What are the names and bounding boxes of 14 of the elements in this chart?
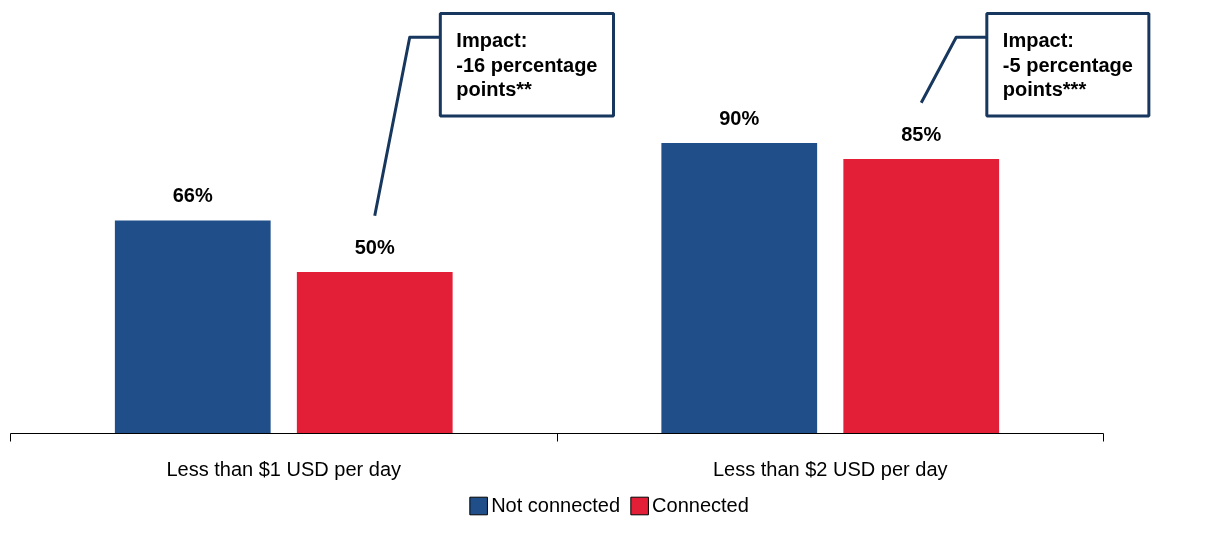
x-tick-label: Less than $2 USD per day: [712, 457, 948, 480]
bar: [661, 142, 818, 434]
data-label: 50%: [354, 236, 395, 259]
text: Impact: -16 percentage points**: [456, 29, 598, 100]
bar: [296, 272, 453, 434]
legend-label: Connected: [652, 493, 749, 517]
data-label: 90%: [719, 106, 760, 129]
data-label: 66%: [172, 184, 213, 207]
bar: [114, 220, 271, 434]
data-label: 85%: [901, 123, 942, 146]
x-tick-label: Less than $1 USD per day: [166, 457, 402, 480]
bar: [843, 159, 1000, 434]
text: Impact: -5 percentage points***: [1002, 29, 1133, 100]
legend-label: Not connected: [491, 493, 621, 517]
